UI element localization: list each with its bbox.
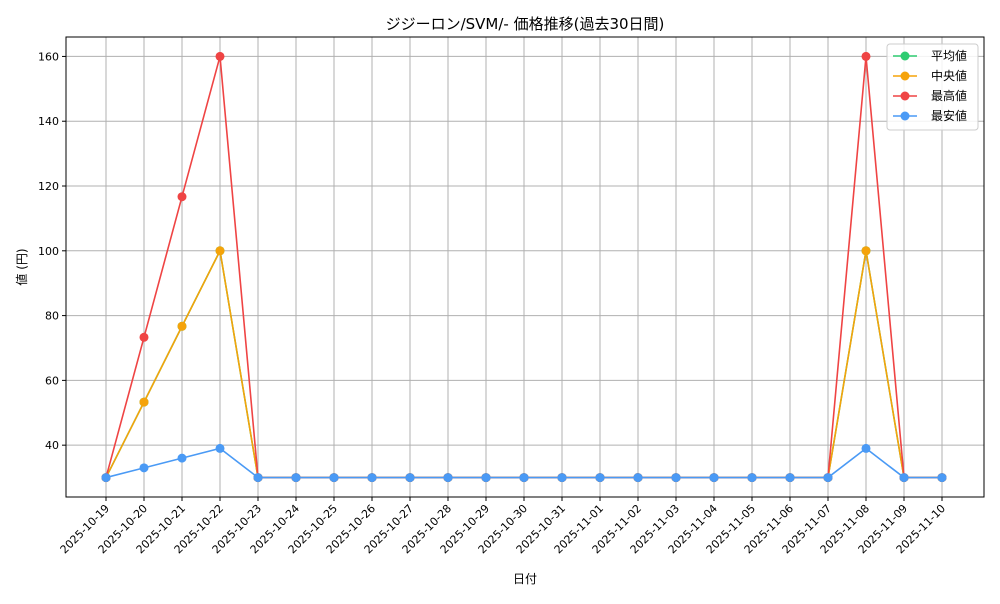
y-tick-label: 140 [38, 115, 59, 128]
y-tick-label: 120 [38, 180, 59, 193]
grid-lines [66, 37, 984, 497]
data-point [785, 473, 795, 483]
data-point [177, 453, 187, 463]
data-point [861, 443, 871, 453]
series-lines [101, 51, 947, 483]
data-point [747, 473, 757, 483]
data-point [139, 463, 149, 473]
y-tick-label: 60 [45, 374, 59, 387]
legend-marker [900, 51, 910, 61]
data-point [443, 473, 453, 483]
y-tick-label: 100 [38, 245, 59, 258]
legend-label: 最安値 [931, 108, 967, 123]
data-point [595, 473, 605, 483]
data-point [899, 473, 909, 483]
data-point [177, 192, 187, 202]
y-tick-label: 80 [45, 310, 59, 323]
legend-marker [900, 71, 910, 81]
data-point [291, 473, 301, 483]
legend-box [886, 43, 979, 131]
data-point [481, 473, 491, 483]
legend-marker [900, 111, 910, 121]
y-tick-label: 40 [45, 439, 59, 452]
legend-label: 中央値 [931, 68, 967, 83]
data-point [709, 473, 719, 483]
data-point [405, 473, 415, 483]
legend-label: 平均値 [931, 48, 967, 63]
data-point [253, 473, 263, 483]
data-point [215, 51, 225, 61]
chart-title: ジジーロン/SVM/- 価格推移(過去30日間) [386, 15, 665, 33]
data-point [671, 473, 681, 483]
data-point [519, 473, 529, 483]
data-point [139, 332, 149, 342]
data-point [557, 473, 567, 483]
data-point [633, 473, 643, 483]
legend-marker [900, 91, 910, 101]
data-point [177, 321, 187, 331]
y-axis-label: 値 (円) [14, 248, 29, 285]
data-point [861, 51, 871, 61]
plot-area-frame [65, 36, 985, 498]
data-point [215, 443, 225, 453]
x-axis-label: 日付 [513, 572, 537, 586]
data-point [139, 397, 149, 407]
data-point [101, 473, 111, 483]
data-point [937, 473, 947, 483]
axis-ticks: 2025-10-192025-10-202025-10-212025-10-22… [38, 50, 948, 556]
y-tick-label: 160 [38, 50, 59, 63]
data-point [329, 473, 339, 483]
data-point [367, 473, 377, 483]
data-point [215, 246, 225, 256]
data-point [823, 473, 833, 483]
legend-label: 最高値 [931, 88, 967, 103]
data-point [861, 246, 871, 256]
